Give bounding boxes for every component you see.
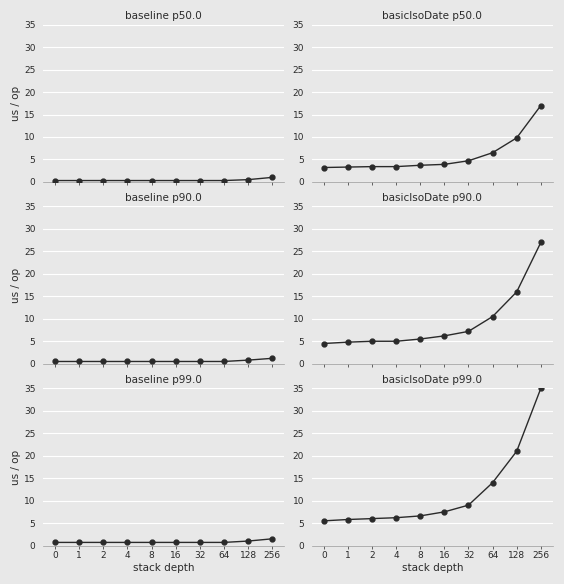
- Y-axis label: us / op: us / op: [11, 267, 21, 303]
- Y-axis label: us / op: us / op: [11, 86, 21, 121]
- X-axis label: stack depth: stack depth: [133, 563, 195, 573]
- Title: baseline p50.0: baseline p50.0: [125, 11, 202, 21]
- Title: basicIsoDate p90.0: basicIsoDate p90.0: [382, 193, 482, 203]
- X-axis label: stack depth: stack depth: [402, 563, 463, 573]
- Title: basicIsoDate p99.0: basicIsoDate p99.0: [382, 375, 482, 385]
- Title: baseline p99.0: baseline p99.0: [125, 375, 202, 385]
- Y-axis label: us / op: us / op: [11, 449, 21, 485]
- Title: baseline p90.0: baseline p90.0: [125, 193, 202, 203]
- Title: basicIsoDate p50.0: basicIsoDate p50.0: [382, 11, 482, 21]
